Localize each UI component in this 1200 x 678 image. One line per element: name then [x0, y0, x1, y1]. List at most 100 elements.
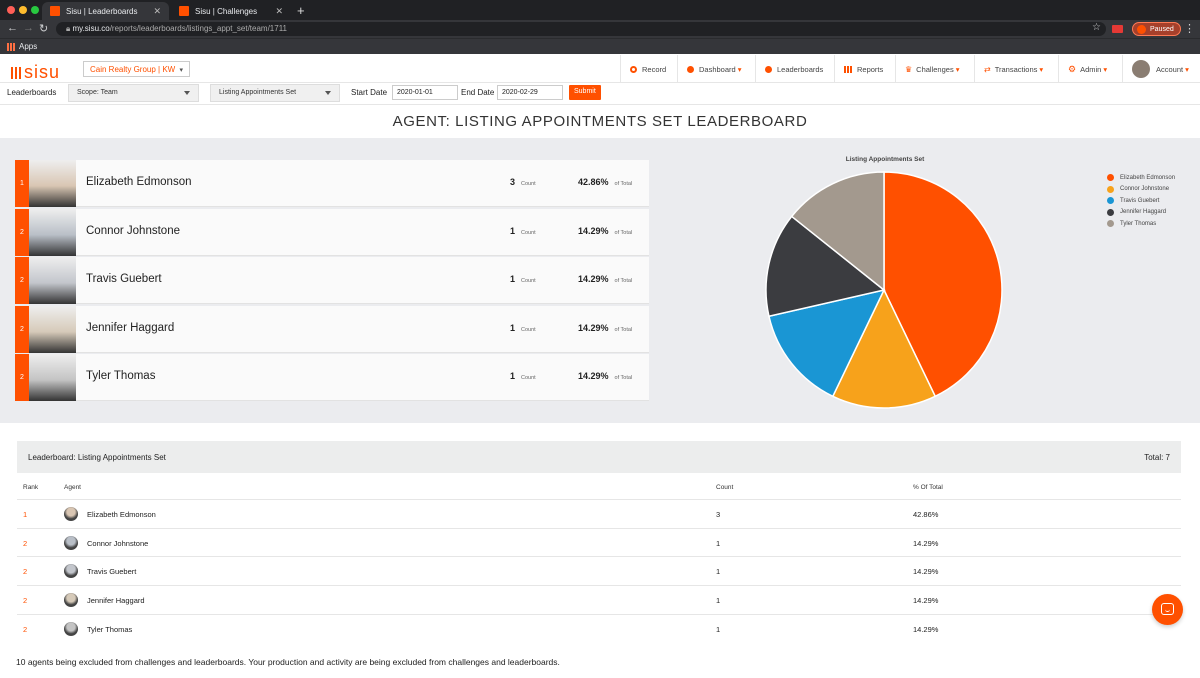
table-row[interactable]: 1 Elizabeth Edmonson 3 42.86% [17, 499, 1181, 528]
lock-icon: 🔒︎ [66, 24, 71, 33]
back-arrow-icon[interactable]: ← [7, 22, 18, 34]
legend-label: Travis Guebert [1120, 197, 1160, 204]
bookmark-star-icon[interactable]: ☆ [1092, 22, 1101, 33]
logo-text: sisu [24, 62, 61, 82]
pie-slice[interactable] [883, 171, 1003, 398]
row-agent-name[interactable]: Jennifer Haggard [87, 596, 145, 606]
close-tab-icon[interactable]: ✕ [153, 5, 161, 16]
row-agent-name[interactable]: Travis Guebert [87, 567, 137, 577]
extension-icon[interactable] [1112, 25, 1123, 33]
rank-badge: 1 [15, 160, 29, 207]
section-label: Leaderboards [7, 88, 57, 97]
chat-launcher-button[interactable] [1152, 594, 1183, 625]
url-field[interactable]: 🔒︎ my.sisu.co/reports/leaderboards/listi… [56, 22, 1106, 36]
start-date-input[interactable]: 2020-01-01 [392, 85, 458, 100]
bookmark-apps[interactable]: Apps [19, 42, 38, 51]
browser-tab-leaderboards[interactable]: Sisu | Leaderboards ✕ [42, 2, 169, 20]
percent-value: 14.29% [578, 225, 609, 236]
agent-count: 1 Count [510, 371, 536, 381]
start-date-value: 2020-01-01 [397, 89, 433, 96]
nav-dashboard[interactable]: Dashboard ▾ [677, 55, 755, 83]
nav-reports[interactable]: Reports [834, 55, 895, 83]
pie-chart-title: Listing Appointments Set [845, 156, 925, 163]
row-rank: 1 [23, 510, 28, 519]
legend-item[interactable]: Elizabeth Edmonson [1107, 172, 1175, 184]
legend-item[interactable]: Tyler Thomas [1107, 218, 1175, 230]
count-value: 1 [510, 274, 516, 284]
table-row[interactable]: 2 Connor Johnstone 1 14.29% [17, 527, 1181, 557]
profile-paused-button[interactable]: Paused [1132, 22, 1181, 36]
agent-card[interactable]: 2 Travis Guebert 1 Count 14.29% of Total [15, 257, 649, 304]
row-agent-name[interactable]: Tyler Thomas [87, 624, 133, 634]
avatar [64, 564, 78, 579]
count-value: 1 [510, 225, 516, 236]
caret-down-icon [325, 91, 331, 95]
filter-bar: Leaderboards Scope: Team Listing Appoint… [0, 83, 1200, 105]
close-tab-icon[interactable]: ✕ [275, 5, 283, 16]
nav-challenges[interactable]: ♛ Challenges ▾ [895, 55, 974, 83]
end-date-value: 2020-02-29 [502, 89, 538, 96]
pie-slice[interactable] [831, 288, 937, 409]
column-header-agent[interactable]: Agent [64, 484, 81, 491]
end-date-label: End Date [461, 88, 495, 97]
new-tab-button[interactable]: + [297, 3, 305, 18]
agent-count: 1 Count [510, 226, 536, 236]
reload-icon[interactable]: ↻ [39, 23, 49, 35]
tab-label: Sisu | Leaderboards [66, 6, 138, 16]
table-row[interactable]: 2 Jennifer Haggard 1 14.29% [17, 585, 1181, 614]
agent-card[interactable]: 1 Elizabeth Edmonson 3 Count 42.86% of Total [15, 160, 649, 207]
rank-badge: 2 [15, 208, 29, 256]
submit-button[interactable]: Submit [569, 85, 601, 100]
close-window-button[interactable] [7, 6, 15, 14]
sisu-logo[interactable]: sisu [11, 62, 60, 83]
row-percent: 14.29% [913, 596, 939, 606]
legend-label: Jennifer Haggard [1120, 209, 1167, 216]
table-row[interactable]: 2 Travis Guebert 1 14.29% [17, 556, 1181, 585]
row-agent-name[interactable]: Connor Johnstone [87, 538, 149, 548]
browser-menu-icon[interactable]: ⋮ [1184, 23, 1195, 35]
minimize-window-button[interactable] [19, 6, 27, 14]
nav-account[interactable]: Account ▾ [1122, 55, 1200, 83]
percent-value: 14.29% [578, 371, 609, 381]
metric-select[interactable]: Listing Appointments Set [210, 84, 340, 102]
table-row[interactable]: 2 Tyler Thomas 1 14.29% [17, 613, 1181, 643]
address-bar-row: ← → ↻ 🔒︎ my.sisu.co/reports/leaderboards… [0, 20, 1200, 38]
percent-suffix: of Total [614, 326, 633, 333]
nav-leaderboards[interactable]: Leaderboards [755, 55, 834, 83]
legend-item[interactable]: Connor Johnstone [1107, 184, 1175, 196]
percent-suffix: of Total [614, 229, 633, 236]
legend-item[interactable]: Jennifer Haggard [1107, 207, 1175, 219]
row-agent-name[interactable]: Elizabeth Edmonson [87, 510, 156, 519]
forward-arrow-icon[interactable]: → [23, 22, 34, 34]
row-rank: 2 [23, 624, 28, 634]
agent-card[interactable]: 2 Tyler Thomas 1 Count 14.29% of Total [15, 354, 649, 401]
browser-tab-challenges[interactable]: Sisu | Challenges ✕ [171, 2, 291, 20]
column-header-rank[interactable]: Rank [23, 484, 39, 491]
nav-account-label: Account [1156, 64, 1184, 74]
pie-slice[interactable] [765, 215, 886, 318]
legend-item[interactable]: Travis Guebert [1107, 195, 1175, 207]
nav-record[interactable]: Record [620, 55, 677, 83]
row-percent: 14.29% [913, 624, 939, 634]
tab-label: Sisu | Challenges [195, 6, 258, 16]
nav-transactions[interactable]: ⇄ Transactions ▾ [974, 55, 1058, 83]
pie-slice[interactable] [790, 171, 885, 292]
row-count: 1 [716, 624, 721, 634]
count-value: 1 [510, 322, 516, 333]
legend-swatch [1107, 220, 1114, 228]
column-header-percent[interactable]: % Of Total [913, 484, 943, 491]
scope-select[interactable]: Scope: Team [68, 84, 199, 102]
count-suffix: Count [521, 326, 536, 333]
transactions-icon: ⇄ [984, 64, 991, 74]
maximize-window-button[interactable] [31, 6, 39, 14]
rank-badge: 2 [15, 354, 29, 401]
agent-card[interactable]: 2 Jennifer Haggard 1 Count 14.29% of Total [15, 305, 649, 353]
nav-admin[interactable]: ⚙ Admin ▾ [1058, 55, 1122, 83]
end-date-input[interactable]: 2020-02-29 [497, 85, 563, 100]
column-header-count[interactable]: Count [716, 484, 734, 491]
avatar [64, 507, 78, 521]
agent-card[interactable]: 2 Connor Johnstone 1 Count 14.29% of Total [15, 208, 649, 256]
group-selector[interactable]: Cain Realty Group | KW ▾ [83, 61, 190, 77]
pie-slice[interactable] [768, 288, 886, 398]
url-path: /reports/leaderboards/listings_appt_set/… [109, 24, 287, 33]
